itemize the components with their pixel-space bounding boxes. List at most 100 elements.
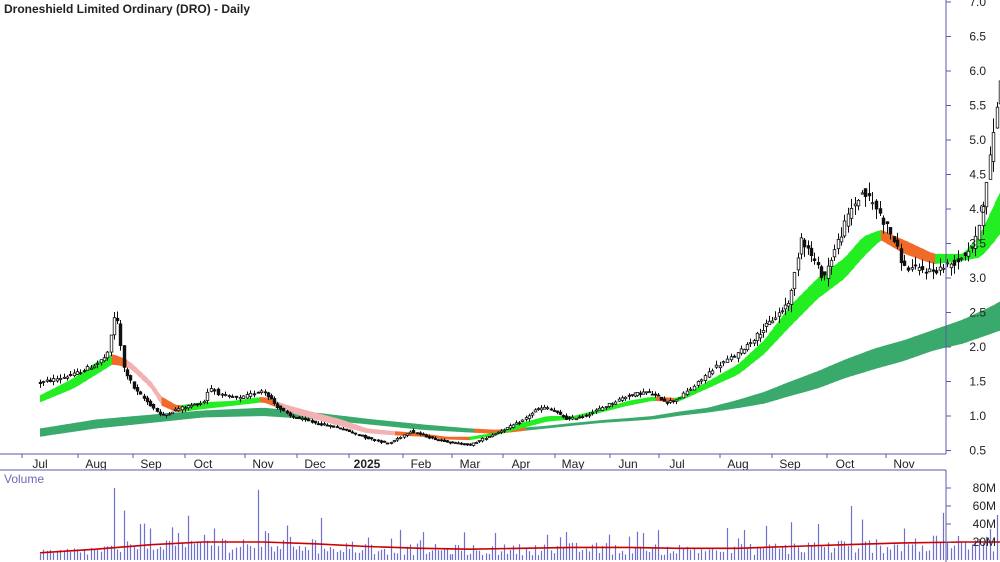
candle-body [899,248,904,264]
band-segment [935,253,942,265]
band-segment [259,407,266,417]
band-segment [274,408,281,418]
candle-body [653,393,658,396]
candle-body [812,258,817,261]
price-tick-label: 1.0 [969,409,986,423]
candle-body [530,412,535,416]
candle-body [607,402,612,407]
candle-body [739,348,744,354]
band-segment [723,369,730,382]
x-tick-label: Aug [85,457,106,471]
candle-body [405,433,410,436]
candle-body [931,269,936,272]
band-segment [759,391,765,405]
candle-body [590,411,595,414]
price-tick-label: 4.5 [969,168,986,182]
band-segment [994,301,1000,333]
candle-body [195,403,200,406]
band-segment [336,418,343,427]
candle-body [313,420,318,424]
candle-body [696,381,701,386]
candle-body [895,239,900,247]
candle-body [725,358,730,363]
band-segment [380,429,386,435]
candle-body [685,390,690,396]
candle-body [161,413,166,416]
band-segment [243,398,250,405]
band-segment [812,370,819,390]
band-segment [60,424,67,434]
band-segment [65,379,72,392]
price-tick-label: 6.5 [969,30,986,44]
candle-body [344,428,349,431]
candle-body [692,385,697,391]
candle-body [173,408,178,411]
band-segment [929,252,936,265]
band-segment [156,413,163,423]
candle-body [773,317,778,320]
candle-body [552,410,557,412]
price-tick-label: 6.0 [969,64,986,78]
x-tick-label: 2025 [354,457,381,471]
candle-body [484,438,489,440]
band-segment [142,373,148,385]
band-segment [642,397,648,403]
candle-body [729,356,734,361]
band-segment [341,419,347,428]
candle-body [836,239,841,250]
candle-body [285,410,290,414]
x-tick-label: Apr [512,457,531,471]
candle-body [892,236,897,243]
x-tick-label: Dec [304,457,325,471]
band-segment [608,419,615,423]
candle-body [671,400,676,403]
band-segment [525,426,532,431]
band-segment [623,400,630,407]
band-segment [136,368,143,380]
band-segment [802,287,809,314]
band-segment [859,352,866,374]
candle-body [906,267,911,271]
candle-body [145,397,150,403]
candle-body [555,410,560,413]
band-segment [768,388,775,403]
band-segment [395,431,401,436]
candle-body [183,407,188,410]
band-segment [853,240,860,268]
candle-body [430,436,435,439]
candle-body [577,416,582,419]
candle-body [662,398,667,402]
candle-body [263,391,268,394]
band-segment [864,233,871,256]
candle-body [477,439,482,442]
band-segment [744,353,751,370]
band-segment [221,401,228,407]
candle-body [325,424,330,427]
band-segment [973,312,980,341]
candle-body [863,188,868,197]
band-segment [684,410,691,416]
band-segment [689,409,697,415]
candle-body [230,396,235,398]
band-segment [749,349,755,366]
candle-body [382,440,387,443]
band-segment [843,358,850,379]
candle-body [48,379,53,382]
candle-body [917,267,922,271]
band-segment [646,416,652,420]
band-segment [535,426,541,430]
candle-body [209,388,214,392]
band-segment [929,329,936,352]
candle-body [752,340,757,344]
band-segment [717,403,725,412]
band-segment [913,244,920,260]
band-segment [60,382,67,394]
band-segment [351,416,357,424]
candle-body [223,394,228,396]
band-segment [935,327,942,351]
candle-body [319,423,324,426]
band-segment [744,396,751,407]
price-candles [38,80,1000,447]
candle-body [934,270,939,274]
band-segment [111,354,118,366]
